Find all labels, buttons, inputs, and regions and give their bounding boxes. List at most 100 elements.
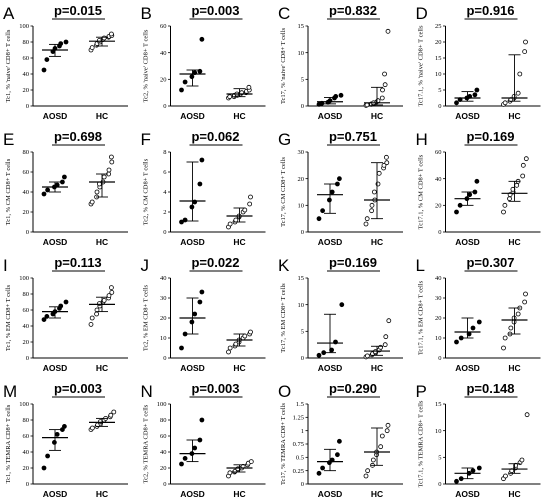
y-tick-label: 40 [160,50,167,57]
category-label-hc: HC [371,489,383,499]
data-point-hc [109,289,115,295]
data-point-aosd [454,478,459,484]
category-label-aosd: AOSD [318,111,343,121]
data-point-aosd [474,178,480,184]
data-point-hc [248,459,254,465]
data-point-hc [227,94,233,100]
y-axis-label: Tc2, % TEMRA CD8+ T cells [143,404,150,483]
y-tick-label: 20 [23,339,30,346]
y-tick-label: 5 [301,329,304,336]
panel-letter: G [278,130,291,149]
data-point-aosd [476,465,482,471]
y-axis-label: Tc17.1, % TEMRA CD8+ T cells [418,400,425,487]
y-tick-label: 20 [298,176,305,183]
category-label-aosd: AOSD [455,111,480,121]
category-label-aosd: AOSD [43,237,68,247]
y-tick-label: 6 [163,169,167,176]
y-tick-label: 100 [19,23,29,30]
data-point-hc [363,473,369,479]
y-tick-label: 40 [435,176,442,183]
data-point-hc [88,321,94,327]
y-tick-label: 0 [438,481,441,488]
p-value-label: p=0.003 [191,3,239,18]
data-point-aosd [189,204,195,210]
y-tick-label: 60 [23,55,30,62]
category-label-aosd: AOSD [180,363,205,373]
y-tick-label: 0 [438,355,441,362]
data-point-aosd [182,79,188,85]
data-point-hc [385,28,391,34]
y-axis-label: Tc17, % 'naive' CD8+ T cells [280,27,287,104]
data-point-aosd [329,189,335,195]
data-point-hc [233,217,239,223]
data-point-aosd [197,181,203,187]
y-tick-label: 4 [163,189,167,196]
data-point-aosd [189,319,195,325]
y-tick-label: 20 [435,315,442,322]
panel-letter: A [3,4,15,23]
y-tick-label: 0 [301,103,304,110]
data-point-aosd [339,302,345,308]
y-tick-label: 60 [160,433,167,440]
data-point-hc [365,468,371,474]
category-label-hc: HC [371,237,383,247]
y-tick-label: 10 [435,71,442,78]
y-tick-label: 15 [435,401,442,408]
data-point-aosd [192,311,198,317]
y-tick-label: 20 [160,315,167,322]
p-value-label: p=0.003 [54,381,102,396]
data-point-hc [89,45,95,50]
data-point-hc [111,409,117,415]
data-point-aosd [63,299,69,305]
category-label-aosd: AOSD [180,489,205,499]
y-tick-label: 0 [163,355,166,362]
y-tick-label: 0 [26,355,29,362]
data-point-hc [101,297,107,303]
p-value-label: p=0.113 [54,255,101,270]
data-point-hc [385,422,391,428]
category-label-aosd: AOSD [318,489,343,499]
y-axis-label: Tc1, % 'naive' CD8+ T cells [5,29,12,102]
y-tick-label: 20 [23,87,30,94]
y-tick-label: 20 [23,209,30,216]
y-tick-label: 40 [23,189,30,196]
data-point-aosd [197,68,203,74]
p-value-label: p=0.290 [329,381,377,396]
y-tick-label: 20 [435,203,442,210]
y-tick-label: 0.5 [296,455,304,462]
p-value-label: p=0.062 [191,129,239,144]
data-point-hc [226,349,231,355]
data-point-hc [382,342,388,348]
y-tick-label: 40 [23,323,30,330]
panel-letter: O [278,382,291,401]
data-point-hc [383,334,389,340]
category-label-hc: HC [508,237,520,247]
data-point-aosd [189,74,195,80]
y-tick-label: 8 [163,149,166,156]
data-point-hc [370,457,376,463]
data-point-aosd [197,299,203,305]
panel-letter: N [141,382,153,401]
data-point-hc [379,95,385,101]
data-point-aosd [476,319,482,325]
y-tick-label: 20 [160,77,167,84]
data-point-hc [381,162,387,168]
category-label-hc: HC [233,363,245,373]
y-tick-label: 0 [301,481,304,488]
y-tick-label: 0 [26,103,29,110]
data-point-aosd [179,219,184,225]
data-point-hc [376,170,382,176]
y-tick-label: 1.5 [296,401,304,408]
data-point-aosd [58,41,64,46]
y-axis-label: Tc1, % CM CD8+ T cells [5,158,12,225]
p-value-label: p=0.003 [191,381,239,396]
data-point-hc [501,345,506,351]
panel-letter: H [416,130,428,149]
data-point-hc [89,199,95,205]
data-point-aosd [192,445,198,451]
